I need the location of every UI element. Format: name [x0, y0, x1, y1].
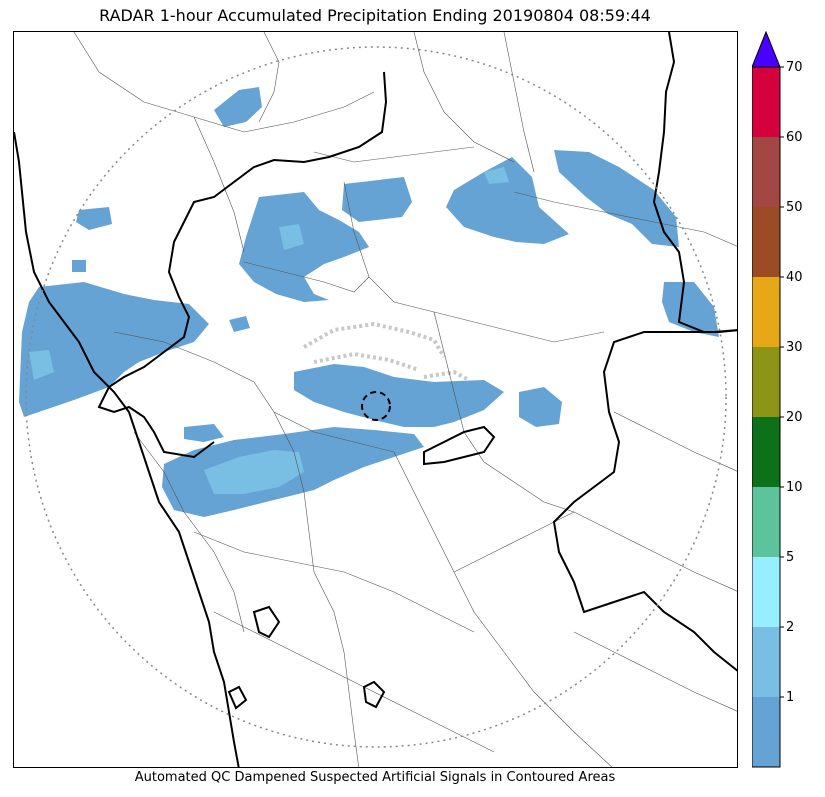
precip-north-center [342, 177, 412, 222]
colorbar-segment [752, 67, 780, 137]
colorbar-segment [752, 627, 780, 697]
colorbar-segments [752, 67, 780, 767]
precip-east-mid [519, 387, 562, 427]
colorbar-segment [752, 417, 780, 487]
colorbar-segment [752, 487, 780, 557]
precip-north-east [446, 157, 569, 244]
precip-west-coast [19, 282, 209, 417]
colorbar-tick-label: 10 [786, 480, 803, 495]
colorbar-labels: 1 2 5 10 20 30 40 50 60 70 [780, 60, 803, 705]
precip-small-3 [72, 260, 86, 272]
colorbar-tick-label: 30 [786, 340, 803, 355]
colorbar-segment [752, 137, 780, 207]
enclave-south-1 [252, 605, 281, 639]
colorbar-tick-label: 50 [786, 200, 803, 215]
map-canvas [14, 32, 737, 767]
radar-map[interactable] [13, 31, 738, 768]
colorbar-tick-label: 70 [786, 60, 803, 75]
colorbar-tick-label: 1 [786, 690, 794, 705]
colorbar-tick-label: 60 [786, 130, 803, 145]
enclave-central [423, 425, 496, 466]
boundary-east [552, 329, 737, 672]
colorbar-tick-label: 40 [786, 270, 803, 285]
precip-north-central [239, 192, 369, 302]
colorbar-tick-label: 5 [786, 550, 794, 565]
precip-east-edge [662, 282, 719, 337]
qc-footnote: Automated QC Dampened Suspected Artifici… [134, 770, 616, 785]
precip-small-1 [229, 316, 250, 332]
chart-title: RADAR 1-hour Accumulated Precipitation E… [99, 6, 651, 25]
state-boundaries [14, 32, 737, 767]
colorbar: 1 2 5 10 20 30 40 50 60 70 [751, 30, 822, 771]
colorbar-segment [752, 557, 780, 627]
precipitation-layer [19, 87, 719, 517]
precip-light-north [279, 224, 304, 250]
colorbar-tick-label: 20 [786, 410, 803, 425]
precipitation-light-layer [29, 167, 509, 494]
precip-west-coast-north [76, 207, 112, 230]
precip-light-ne [484, 167, 509, 184]
precip-northeast-far [554, 150, 679, 247]
precip-small-2 [184, 424, 224, 442]
enclave-sw [227, 685, 248, 710]
colorbar-segment [752, 277, 780, 347]
boundary-north [97, 71, 388, 459]
colorbar-extend-triangle [751, 30, 781, 68]
radar-range-ring [25, 46, 727, 748]
colorbar-segment [752, 347, 780, 417]
radar-site-marker [361, 391, 391, 421]
district-boundaries [73, 32, 737, 767]
colorbar-svg: 1 2 5 10 20 30 40 50 60 70 [751, 30, 803, 768]
west-coastline [14, 131, 240, 767]
colorbar-tick-label: 2 [786, 620, 794, 635]
colorbar-segment [752, 697, 780, 767]
enclave-south-2 [362, 680, 386, 709]
precip-light-west [29, 350, 54, 380]
colorbar-segment [752, 207, 780, 277]
precip-top-blob [214, 87, 262, 127]
precip-light-south [204, 450, 304, 494]
precip-band-middle [294, 364, 504, 427]
clutter-contours [303, 321, 470, 382]
